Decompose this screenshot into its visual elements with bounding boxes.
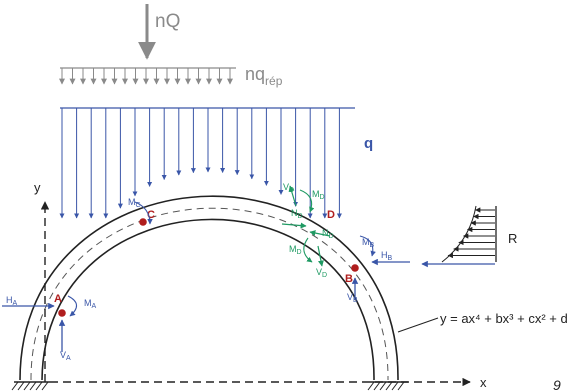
svg-text:ND: ND <box>291 208 303 220</box>
svg-text:ND: ND <box>322 228 334 240</box>
point-B: B HB VB MB <box>345 235 410 304</box>
point-C-label: C <box>147 209 155 221</box>
svg-text:MD: MD <box>312 189 325 201</box>
arch <box>19 195 399 381</box>
svg-text:VD: VD <box>283 182 294 194</box>
svg-text:HB: HB <box>381 250 393 262</box>
axes: y x <box>34 180 487 390</box>
distributed-load-blue: q <box>59 107 373 219</box>
q-load-label: q <box>364 135 373 152</box>
page-number: 9 <box>553 377 561 392</box>
svg-text:MD: MD <box>289 244 302 256</box>
support-right <box>367 381 408 391</box>
equation-callout: y = ax⁴ + bx³ + cx² + d <box>397 311 568 333</box>
distributed-load-label: nq <box>245 64 265 84</box>
svg-text:MB: MB <box>362 237 375 249</box>
wind-load-label: R <box>508 231 517 246</box>
svg-text:VA: VA <box>60 350 71 362</box>
svg-text:MC: MC <box>128 197 141 209</box>
support-left <box>11 381 50 391</box>
wind-load: R <box>421 205 517 268</box>
y-axis-label: y <box>34 180 41 195</box>
point-A-label: A <box>54 293 62 305</box>
point-D-label: D <box>327 209 335 221</box>
distributed-load-sub: rép <box>265 74 283 88</box>
svg-text:nqrép: nqrép <box>245 64 283 88</box>
point-D: D VD MD ND ND MD VD <box>281 182 335 279</box>
concentrated-load: nQ <box>138 4 180 60</box>
point-C: C MC <box>128 197 155 226</box>
point-A: HA VA MA A <box>2 293 97 362</box>
svg-text:VD: VD <box>316 267 327 279</box>
distributed-load-gray: nqrép <box>59 64 283 88</box>
point-B-label: B <box>345 273 353 285</box>
arch-equation: y = ax⁴ + bx³ + cx² + d <box>440 311 568 326</box>
svg-text:VB: VB <box>347 292 358 304</box>
svg-text:HA: HA <box>6 295 18 307</box>
svg-text:MA: MA <box>84 298 97 310</box>
x-axis-label: x <box>480 375 487 390</box>
concentrated-load-label: nQ <box>155 11 180 32</box>
